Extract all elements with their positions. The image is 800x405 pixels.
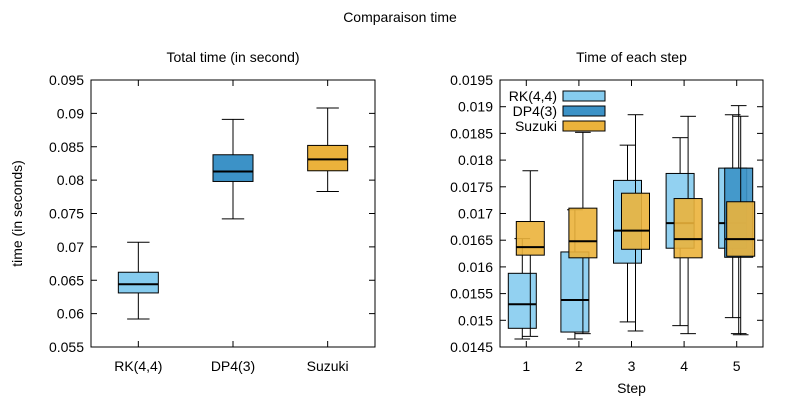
y-tick-label: 0.0175 <box>450 179 493 195</box>
x-tick-label: Suzuki <box>307 358 349 374</box>
box-rect <box>212 154 254 182</box>
y-tick-label: 0.095 <box>49 72 84 88</box>
plot-frame <box>90 79 376 348</box>
box-Suzuki <box>726 115 756 336</box>
y-tick-label: 0.065 <box>49 272 84 288</box>
x-tick-label: 5 <box>733 358 741 374</box>
x-tick-label: DP4(3) <box>211 358 255 374</box>
y-tick-label: 0.06 <box>57 306 84 322</box>
x-tick-label: RK(4,4) <box>114 358 162 374</box>
box-rect <box>568 207 598 259</box>
box-RK(4,4) <box>117 241 159 320</box>
chart-panel-1: Total time (in second) 0.055 0.06 0.065 0.07… <box>9 49 376 374</box>
box-rect <box>621 192 650 250</box>
box-Suzuki <box>515 170 545 337</box>
y-tick-label: 0.0195 <box>450 72 493 88</box>
y-tick-label: 0.09 <box>57 105 84 121</box>
legend-swatch <box>562 105 606 117</box>
y-tick-label: 0.016 <box>458 259 493 275</box>
box-rect <box>507 272 537 329</box>
y-tick-label: 0.085 <box>49 139 84 155</box>
x-axis-label: Step <box>617 380 646 396</box>
y-tick-label: 0.019 <box>458 99 493 115</box>
y-tick-label: 0.0145 <box>450 339 493 355</box>
legend-label: DP4(3) <box>513 103 557 119</box>
y-tick-label: 0.0155 <box>450 286 493 302</box>
y-tick-label: 0.0165 <box>450 232 493 248</box>
y-tick-label: 0.075 <box>49 206 84 222</box>
panel-title: Total time (in second) <box>166 49 299 65</box>
x-tick-label: 3 <box>628 358 636 374</box>
box-rect <box>515 221 545 256</box>
y-tick-label: 0.07 <box>57 239 84 255</box>
x-tick-label: 1 <box>522 358 530 374</box>
y-tick-label: 0.017 <box>458 206 493 222</box>
legend-label: RK(4,4) <box>509 88 557 104</box>
box-DP4(3) <box>212 118 254 220</box>
box-rect <box>726 201 756 257</box>
y-tick-label: 0.0185 <box>450 125 493 141</box>
y-tick-label: 0.015 <box>458 312 493 328</box>
legend: RK(4,4)DP4(3)Suzuki <box>509 88 606 134</box>
box-rect <box>560 251 590 333</box>
box-Suzuki <box>307 107 349 192</box>
chart-panel-2: Time of each step 0.0145 0.015 0.0155 0.016 0… <box>450 49 764 396</box>
box-rect <box>117 271 159 294</box>
x-tick-label: 2 <box>575 358 583 374</box>
plot-frame <box>499 79 764 348</box>
y-axis-label: time (in seconds) <box>9 160 25 267</box>
legend-swatch <box>562 90 606 102</box>
y-tick-label: 0.018 <box>458 152 493 168</box>
panel-title: Time of each step <box>576 49 687 65</box>
box-RK(4,4) <box>560 209 590 340</box>
y-tick-label: 0.08 <box>57 172 84 188</box>
legend-swatch <box>562 120 606 132</box>
x-tick-label: 4 <box>680 358 688 374</box>
box-Suzuki <box>673 115 703 335</box>
box-Suzuki <box>621 114 650 332</box>
box-Suzuki <box>568 131 598 335</box>
legend-label: Suzuki <box>515 118 557 134</box>
box-rect <box>673 198 703 259</box>
y-tick-label: 0.055 <box>49 339 84 355</box>
box-rect <box>307 144 349 172</box>
figure-title: Comparaison time <box>343 9 457 25</box>
